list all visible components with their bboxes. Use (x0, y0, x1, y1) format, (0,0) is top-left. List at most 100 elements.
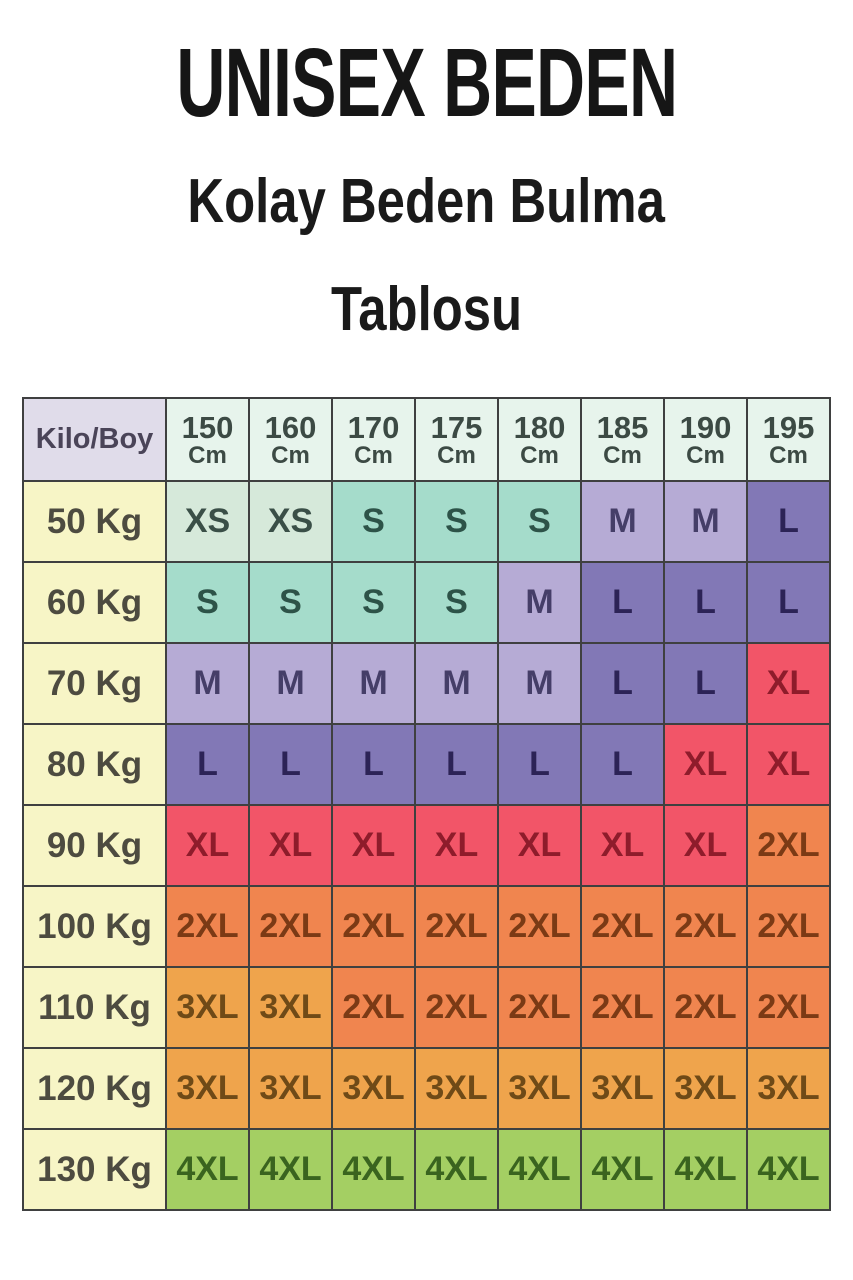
size-cell: XL (248, 804, 333, 887)
row-label: 90 Kg (22, 804, 167, 887)
size-cell: L (663, 642, 748, 725)
size-cell: 2XL (248, 885, 333, 968)
page-subtitle-line2-text: Tablosu (330, 275, 523, 344)
size-cell: 2XL (497, 966, 582, 1049)
size-cell: 2XL (331, 885, 416, 968)
size-cell: XL (746, 723, 831, 806)
page-title-text: UNISEX BEDEN (176, 28, 678, 137)
size-cell: 4XL (497, 1128, 582, 1211)
size-cell: L (580, 723, 665, 806)
size-cell: 2XL (165, 885, 250, 968)
col-header-unit: Cm (188, 441, 227, 469)
size-cell: L (414, 723, 499, 806)
size-cell: 2XL (497, 885, 582, 968)
size-cell: 3XL (663, 1047, 748, 1130)
row-label: 120 Kg (22, 1047, 167, 1130)
size-cell: 4XL (663, 1128, 748, 1211)
size-cell: 4XL (331, 1128, 416, 1211)
size-cell: M (497, 642, 582, 725)
table-row-80-kg: 80 Kg L L L L L L XL XL (22, 723, 831, 806)
col-header-170: 170 Cm (331, 397, 416, 482)
col-header-value: 150 (181, 409, 234, 445)
table-row-110-kg: 110 Kg 3XL 3XL 2XL 2XL 2XL 2XL 2XL 2XL (22, 966, 831, 1049)
table-row-120-kg: 120 Kg 3XL 3XL 3XL 3XL 3XL 3XL 3XL 3XL (22, 1047, 831, 1130)
page-subtitle-line1: Kolay Beden Bulma (0, 171, 853, 233)
col-header-unit: Cm (354, 441, 393, 469)
size-cell: 2XL (746, 804, 831, 887)
size-cell: 4XL (248, 1128, 333, 1211)
size-cell: M (165, 642, 250, 725)
size-cell: 2XL (746, 885, 831, 968)
col-header-180: 180 Cm (497, 397, 582, 482)
size-cell: M (414, 642, 499, 725)
size-cell: L (248, 723, 333, 806)
col-header-175: 175 Cm (414, 397, 499, 482)
size-table-body: 50 Kg XS XS S S S M M L 60 Kg S S S S M L L L 70 Kg M M M M M L L… (22, 480, 831, 1211)
size-cell: L (331, 723, 416, 806)
col-header-unit: Cm (271, 441, 310, 469)
col-header-unit: Cm (686, 441, 725, 469)
size-cell: M (497, 561, 582, 644)
table-row-70-kg: 70 Kg M M M M M L L XL (22, 642, 831, 725)
size-cell: L (663, 561, 748, 644)
size-cell: 3XL (746, 1047, 831, 1130)
size-cell: XL (746, 642, 831, 725)
size-cell: M (580, 480, 665, 563)
size-cell: 2XL (663, 885, 748, 968)
size-cell: 3XL (248, 1047, 333, 1130)
col-header-190: 190 Cm (663, 397, 748, 482)
size-cell: 2XL (580, 885, 665, 968)
size-cell: L (580, 561, 665, 644)
size-cell: 3XL (165, 1047, 250, 1130)
col-header-value: 170 (347, 409, 400, 445)
size-table: Kilo/Boy 150 Cm 160 Cm 170 Cm 175 Cm 180 Cm 185 Cm 1… (22, 397, 831, 1211)
size-cell: 3XL (580, 1047, 665, 1130)
size-cell: XL (414, 804, 499, 887)
col-header-value: 180 (513, 409, 566, 445)
col-header-unit: Cm (603, 441, 642, 469)
size-cell: 2XL (580, 966, 665, 1049)
size-cell: S (497, 480, 582, 563)
size-cell: 3XL (331, 1047, 416, 1130)
size-cell: 4XL (165, 1128, 250, 1211)
page-subtitle-line2: Tablosu (0, 279, 853, 341)
size-cell: 2XL (414, 885, 499, 968)
col-header-value: 195 (762, 409, 815, 445)
size-cell: S (248, 561, 333, 644)
size-cell: 4XL (746, 1128, 831, 1211)
row-label: 110 Kg (22, 966, 167, 1049)
size-cell: L (746, 480, 831, 563)
size-cell: 3XL (414, 1047, 499, 1130)
header-row: Kilo/Boy 150 Cm 160 Cm 170 Cm 175 Cm 180 Cm 185 Cm 1… (22, 397, 831, 482)
size-cell: 4XL (580, 1128, 665, 1211)
row-label: 80 Kg (22, 723, 167, 806)
col-header-150: 150 Cm (165, 397, 250, 482)
size-cell: M (331, 642, 416, 725)
col-header-unit: Cm (520, 441, 559, 469)
size-cell: L (497, 723, 582, 806)
size-cell: XL (580, 804, 665, 887)
col-header-185: 185 Cm (580, 397, 665, 482)
size-cell: S (331, 480, 416, 563)
size-cell: XL (165, 804, 250, 887)
table-row-130-kg: 130 Kg 4XL 4XL 4XL 4XL 4XL 4XL 4XL 4XL (22, 1128, 831, 1211)
size-cell: 4XL (414, 1128, 499, 1211)
size-cell: M (248, 642, 333, 725)
size-cell: 2XL (663, 966, 748, 1049)
col-header-195: 195 Cm (746, 397, 831, 482)
corner-label: Kilo/Boy (22, 397, 167, 482)
row-label: 100 Kg (22, 885, 167, 968)
col-header-160: 160 Cm (248, 397, 333, 482)
size-cell: 3XL (248, 966, 333, 1049)
col-header-unit: Cm (769, 441, 808, 469)
size-cell: L (580, 642, 665, 725)
size-cell: 3XL (165, 966, 250, 1049)
size-cell: XL (331, 804, 416, 887)
row-label: 60 Kg (22, 561, 167, 644)
size-cell: XL (663, 804, 748, 887)
size-cell: L (165, 723, 250, 806)
size-cell: S (331, 561, 416, 644)
page-subtitle-line1-text: Kolay Beden Bulma (187, 167, 666, 236)
row-label: 130 Kg (22, 1128, 167, 1211)
